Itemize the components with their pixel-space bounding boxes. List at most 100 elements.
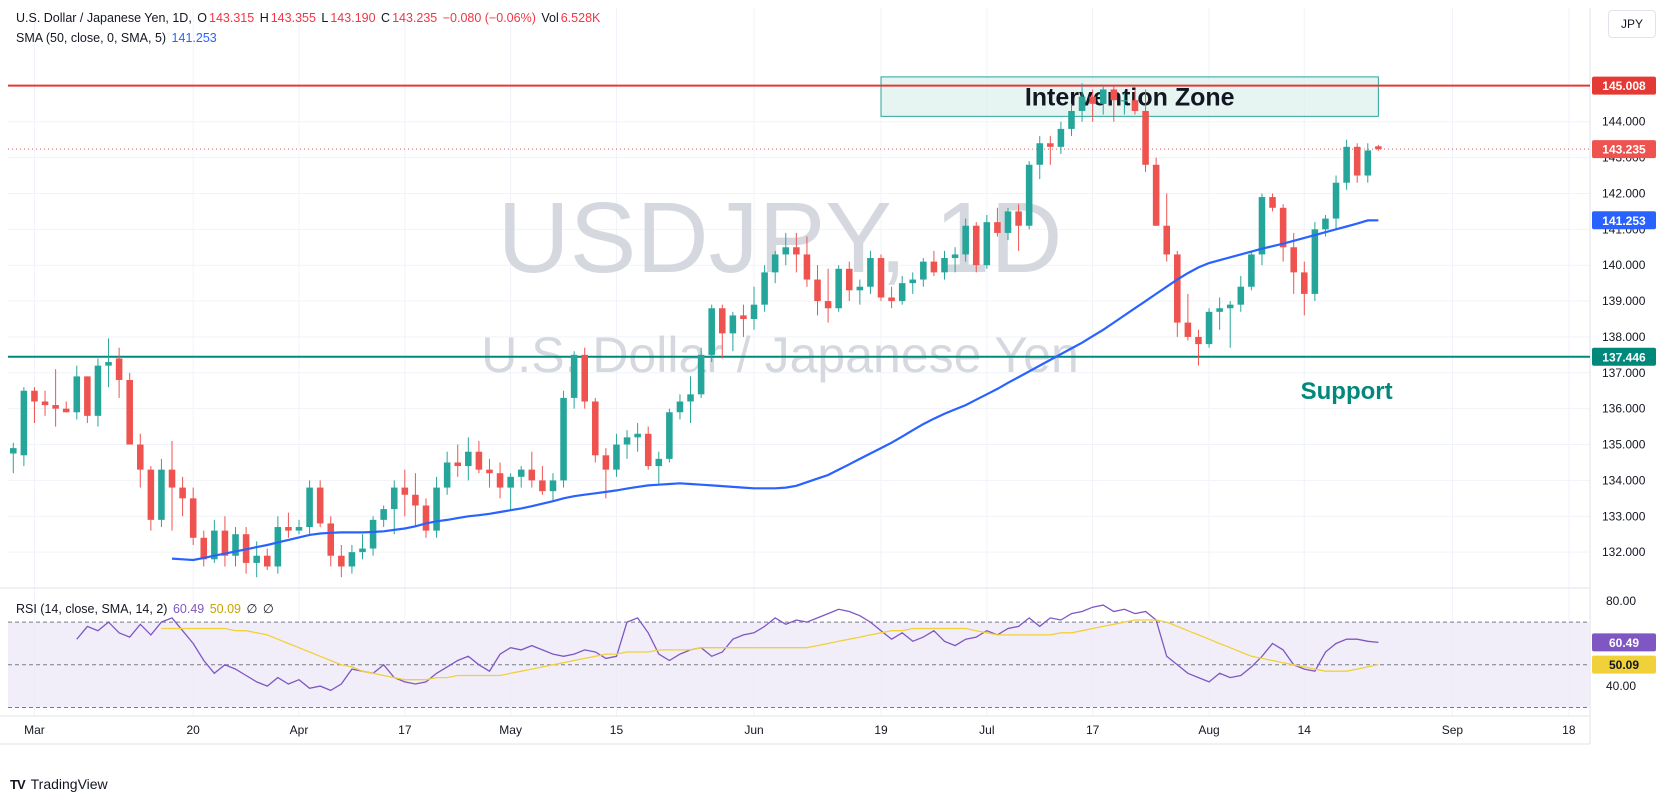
candle [972,222,980,273]
time-tick-label: 17 [1086,723,1100,737]
candle [369,516,377,556]
candle-body [443,462,451,488]
candle-body [200,537,208,560]
time-tick-label: Mar [24,723,45,737]
candle [1248,250,1255,291]
candle-body [1322,218,1329,230]
candle [602,448,610,499]
candle [359,534,366,560]
candle-body [316,487,324,524]
candle [888,286,895,309]
candle-body [1057,128,1065,147]
ohlc-legend: U.S. Dollar / Japanese Yen, 1D, O 143.315… [16,11,602,25]
price-tick-label: 134.000 [1602,473,1646,487]
low-value: 143.190 [330,11,376,25]
price-axis[interactable]: 132.000 133.000 134.000 135.000 136.000 137.0… [1602,115,1646,693]
time-tick-label: 14 [1298,723,1312,737]
tradingview-brand[interactable]: TV TradingView [10,776,108,792]
brand-name: TradingView [30,776,108,792]
price-tick-label: 144.000 [1602,115,1646,129]
time-tick-label: 17 [398,723,412,737]
candles [10,83,1382,578]
candle [1047,136,1054,165]
candle-body [486,469,493,474]
open-label: O [197,11,208,25]
candle-body [951,254,959,259]
candle-body [158,469,165,520]
horizontal-levels[interactable]: Support [8,84,1590,405]
candle [1057,121,1065,155]
candle-body [221,530,229,556]
candle [475,440,483,474]
candle [1004,207,1012,241]
candle [697,347,705,398]
candle [1226,301,1234,348]
candle [771,250,779,284]
candle [634,423,641,452]
candle-body [888,297,895,302]
intervention-zone-label: Intervention Zone [1025,84,1235,112]
currency-button[interactable]: JPY [1608,10,1656,38]
candle-body [793,247,800,255]
candle [390,480,398,535]
candle-body [496,473,504,488]
candle-body [528,469,536,481]
candle-body [835,268,842,309]
candle [1099,85,1107,115]
candle [10,442,17,474]
candle [1078,83,1086,122]
time-tick-label: 18 [1562,723,1576,737]
candle-body [1036,143,1044,165]
candle-body [232,534,239,556]
candle-body [168,469,176,488]
rsi-extra-1: ∅ [246,602,258,616]
candle-body [20,390,28,456]
candle [719,304,726,359]
time-tick-label: 19 [874,723,888,737]
candle [1258,193,1266,266]
candle [581,347,588,409]
candle [1290,232,1297,294]
rsi-value: 60.49 [172,602,205,616]
candle-body [560,397,567,481]
candle-body [676,401,684,413]
candle [380,505,387,528]
time-axis[interactable]: Mar 20 Apr 17 May 15 Jun 19 Jul 17 Aug 14 Sep 18 [24,723,1576,737]
candle-body [592,401,599,456]
candle-body [179,487,186,499]
candle-body [52,405,59,409]
candle [105,338,112,388]
candle [729,311,737,352]
candle-body [856,286,864,291]
candle [549,473,557,502]
candle-body [1258,197,1266,255]
candle-body [666,412,673,459]
candle [1068,103,1075,137]
candle-body [972,225,980,266]
candle-body [930,261,938,273]
candle [941,250,948,280]
candle-body [941,258,948,273]
candle-body [1047,143,1054,147]
candle [1015,204,1022,251]
watermark-description: U.S. Dollar / Japanese Yen [481,327,1079,383]
candle-body [454,462,462,467]
time-tick-label: Aug [1198,723,1219,737]
candle [613,433,620,477]
candle [189,487,197,545]
candle-body [1332,182,1340,219]
candle-body [655,458,663,467]
candle [655,451,663,484]
candle-body [412,494,419,506]
candle-body [1142,110,1149,165]
candle [1036,136,1044,180]
candle-body [73,376,81,413]
candle-body [1004,211,1012,233]
candle [1121,93,1128,115]
time-tick-label: 15 [610,723,624,737]
candle-body [115,358,123,380]
price-badges: 145.008 143.235 141.253 137.446 60.49 50.09 [1592,76,1656,674]
rsi-sma-badge-bg [1592,655,1656,674]
candle [422,498,430,538]
